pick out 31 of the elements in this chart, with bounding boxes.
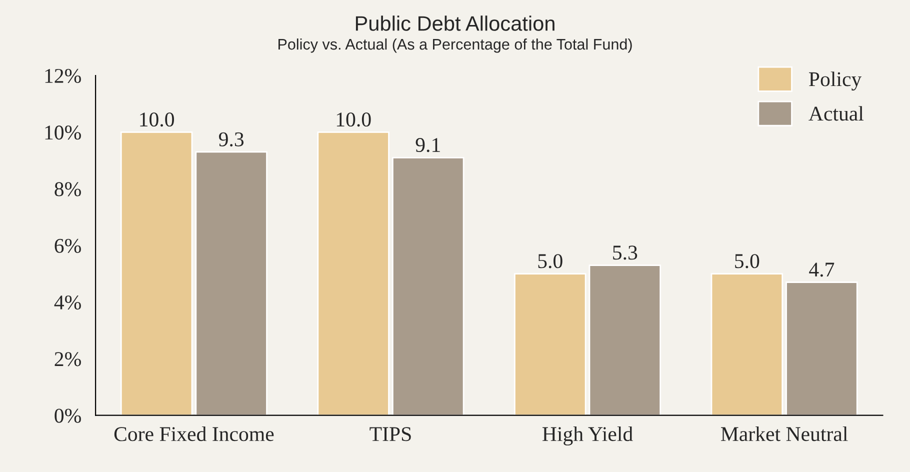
- bar: [514, 273, 586, 416]
- x-tick-label: Core Fixed Income: [114, 426, 274, 442]
- chart-title: Public Debt Allocation: [356, 16, 554, 31]
- bar: [195, 151, 268, 416]
- bar: [317, 131, 390, 416]
- data-label: 10.0: [140, 112, 174, 127]
- data-label: 5.3: [613, 246, 638, 260]
- data-label: 10.0: [336, 112, 371, 127]
- y-tick-label: 0%: [54, 408, 81, 423]
- chart-subtitle: Policy vs. Actual (As a Percentage of the Total Fund): [278, 38, 632, 53]
- data-label: 9.3: [218, 132, 244, 146]
- legend-label: Actual: [808, 106, 864, 121]
- bar: [120, 131, 193, 416]
- bar: [392, 156, 464, 416]
- y-tick-label: 4%: [54, 295, 81, 310]
- data-label: 5.0: [538, 254, 562, 268]
- y-tick-label: 2%: [54, 352, 81, 366]
- bar: [786, 282, 858, 416]
- y-tick-label: 6%: [54, 238, 81, 253]
- y-tick-label: 10%: [45, 126, 81, 140]
- y-tick-label: 12%: [45, 68, 81, 84]
- data-label: 5.0: [735, 254, 760, 268]
- x-tick-label: TIPS: [370, 427, 411, 442]
- data-label: 4.7: [809, 262, 834, 277]
- y-tick-label: 8%: [54, 182, 81, 196]
- legend-label: Policy: [809, 72, 862, 91]
- bar: [710, 273, 784, 416]
- x-tick-label: High Yield: [542, 426, 633, 446]
- bar: [588, 264, 662, 416]
- x-tick-label: Market Neutral: [720, 426, 848, 442]
- data-label: 9.1: [416, 138, 440, 152]
